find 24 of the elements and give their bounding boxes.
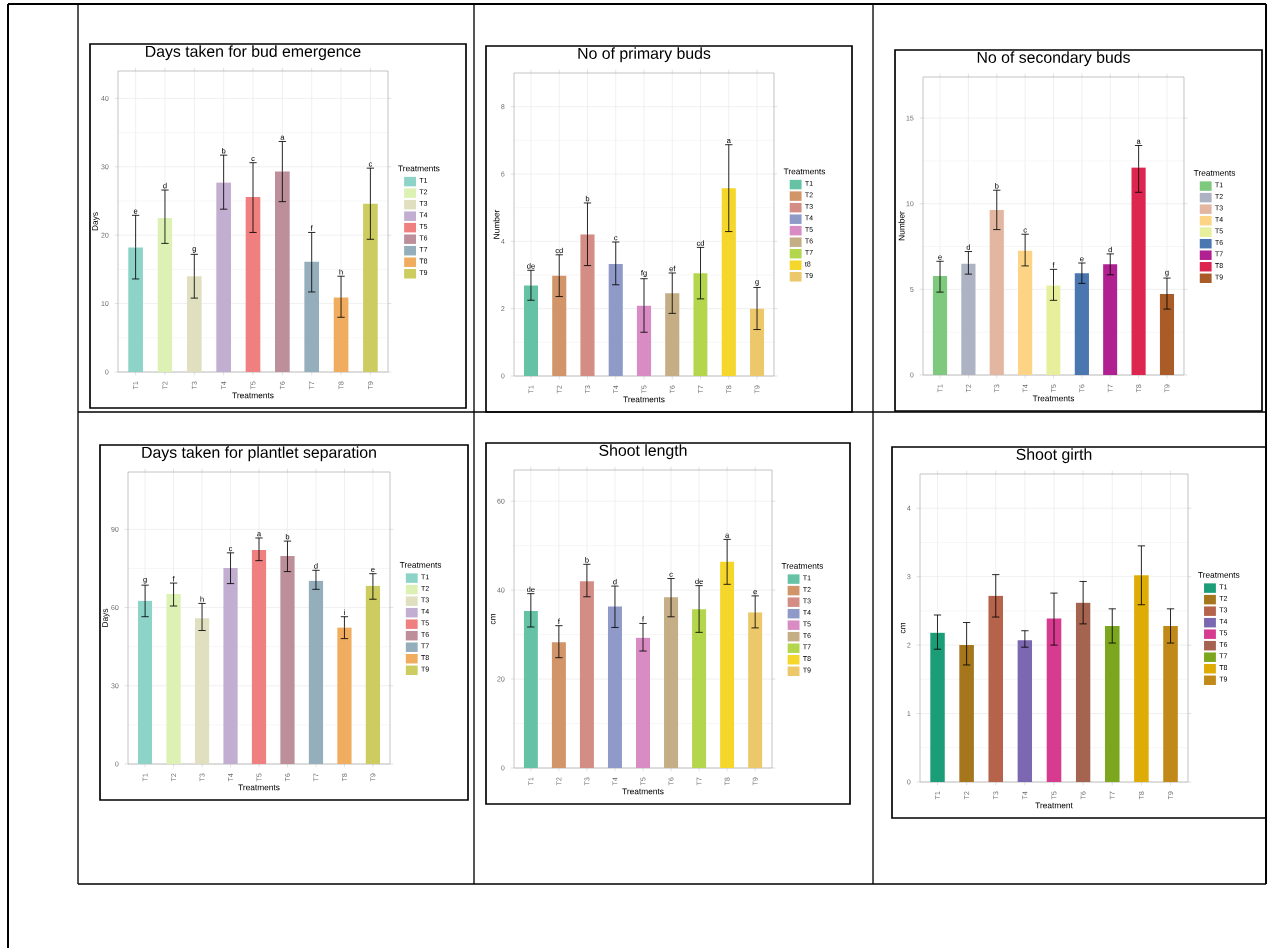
legend-title: Treatments (399, 562, 442, 568)
x-axis-title: Treatments (622, 788, 664, 795)
y-axis-title: cm (900, 622, 906, 634)
legend-title: Treatments (1198, 572, 1240, 578)
y-axis-title: cm (490, 613, 496, 625)
legend-title: Treatments (783, 168, 826, 175)
x-axis-title: Treatments (232, 392, 274, 399)
x-axis-title: Treatment (1035, 802, 1073, 809)
chart-title: Days taken for bud emergence (146, 45, 361, 61)
x-axis-title: Treatments (1032, 395, 1075, 402)
chart-title: No of primary buds (578, 47, 711, 63)
legend-title: Treatments (1193, 170, 1236, 176)
x-axis-title: Treatments (238, 784, 280, 791)
y-axis-title: Number (493, 209, 500, 239)
y-axis-title: Days (92, 212, 100, 231)
legend-title: Treatments (781, 563, 824, 569)
y-axis-title: Number (898, 211, 905, 241)
y-axis-title: Days (102, 608, 110, 627)
chart-title: Shoot girth (1016, 448, 1092, 464)
chart-title: Days taken for plantlet separation (142, 446, 376, 462)
x-axis-title: Treatments (623, 396, 665, 403)
chart-title: Shoot length (599, 444, 687, 460)
legend-title: Treatments (398, 165, 440, 172)
chart-title: No of secondary buds (977, 51, 1130, 67)
